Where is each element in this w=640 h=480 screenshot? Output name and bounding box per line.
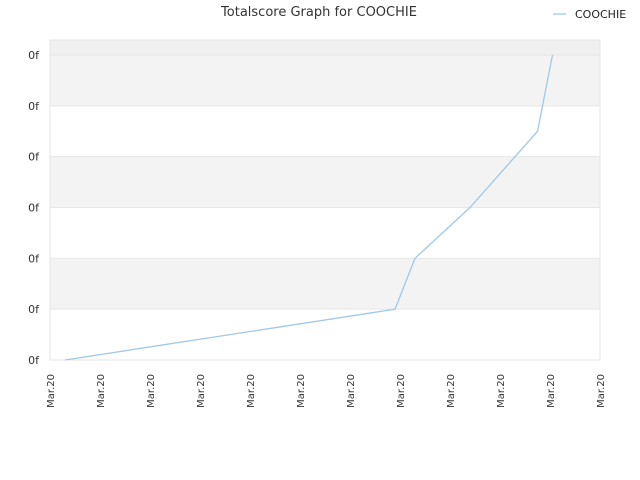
x-tick-label: Mar.20 — [96, 374, 107, 408]
y-tick-label: 0f — [28, 252, 40, 265]
plot-border — [49, 39, 601, 361]
y-tick-label: 0f — [28, 354, 40, 367]
grid-band — [50, 55, 600, 106]
x-tick-label: Mar.20 — [46, 374, 57, 408]
x-tick-label: Mar.20 — [446, 374, 457, 408]
x-tick-label: Mar.20 — [296, 374, 307, 408]
grid-band — [50, 258, 600, 310]
y-tick-label: 0f — [28, 202, 40, 215]
x-tick-label: Mar.20 — [146, 374, 157, 408]
x-tick-label: Mar.20 — [496, 374, 507, 408]
y-tick-label: 0f — [28, 303, 40, 316]
x-tick-label: Mar.20 — [246, 374, 257, 408]
x-axis-ticks: Mar.20 Mar.20 Mar.20 Mar.20 Mar.20 Mar.20 Mar.… — [46, 374, 607, 408]
grid-band — [50, 40, 600, 55]
chart-title: Totalscore Graph for COOCHIE — [220, 5, 417, 20]
y-tick-label: 0f — [28, 49, 40, 62]
y-tick-label: 0f — [28, 100, 40, 113]
y-axis-ticks: 0f 0f 0f 0f 0f 0f 0f — [28, 49, 40, 367]
grid-band — [50, 156, 600, 208]
x-tick-label: Mar.20 — [196, 374, 207, 408]
x-tick-label: Mar.20 — [596, 374, 607, 408]
y-tick-label: 0f — [28, 151, 40, 164]
grid-bands — [50, 40, 600, 310]
x-tick-label: Mar.20 — [546, 374, 557, 408]
legend: COOCHIE — [553, 8, 626, 21]
x-tick-label: Mar.20 — [346, 374, 357, 408]
series-line-coochie — [64, 54, 554, 361]
x-tick-label: Mar.20 — [396, 374, 407, 408]
legend-label: COOCHIE — [575, 8, 626, 21]
series-layer — [64, 54, 554, 361]
